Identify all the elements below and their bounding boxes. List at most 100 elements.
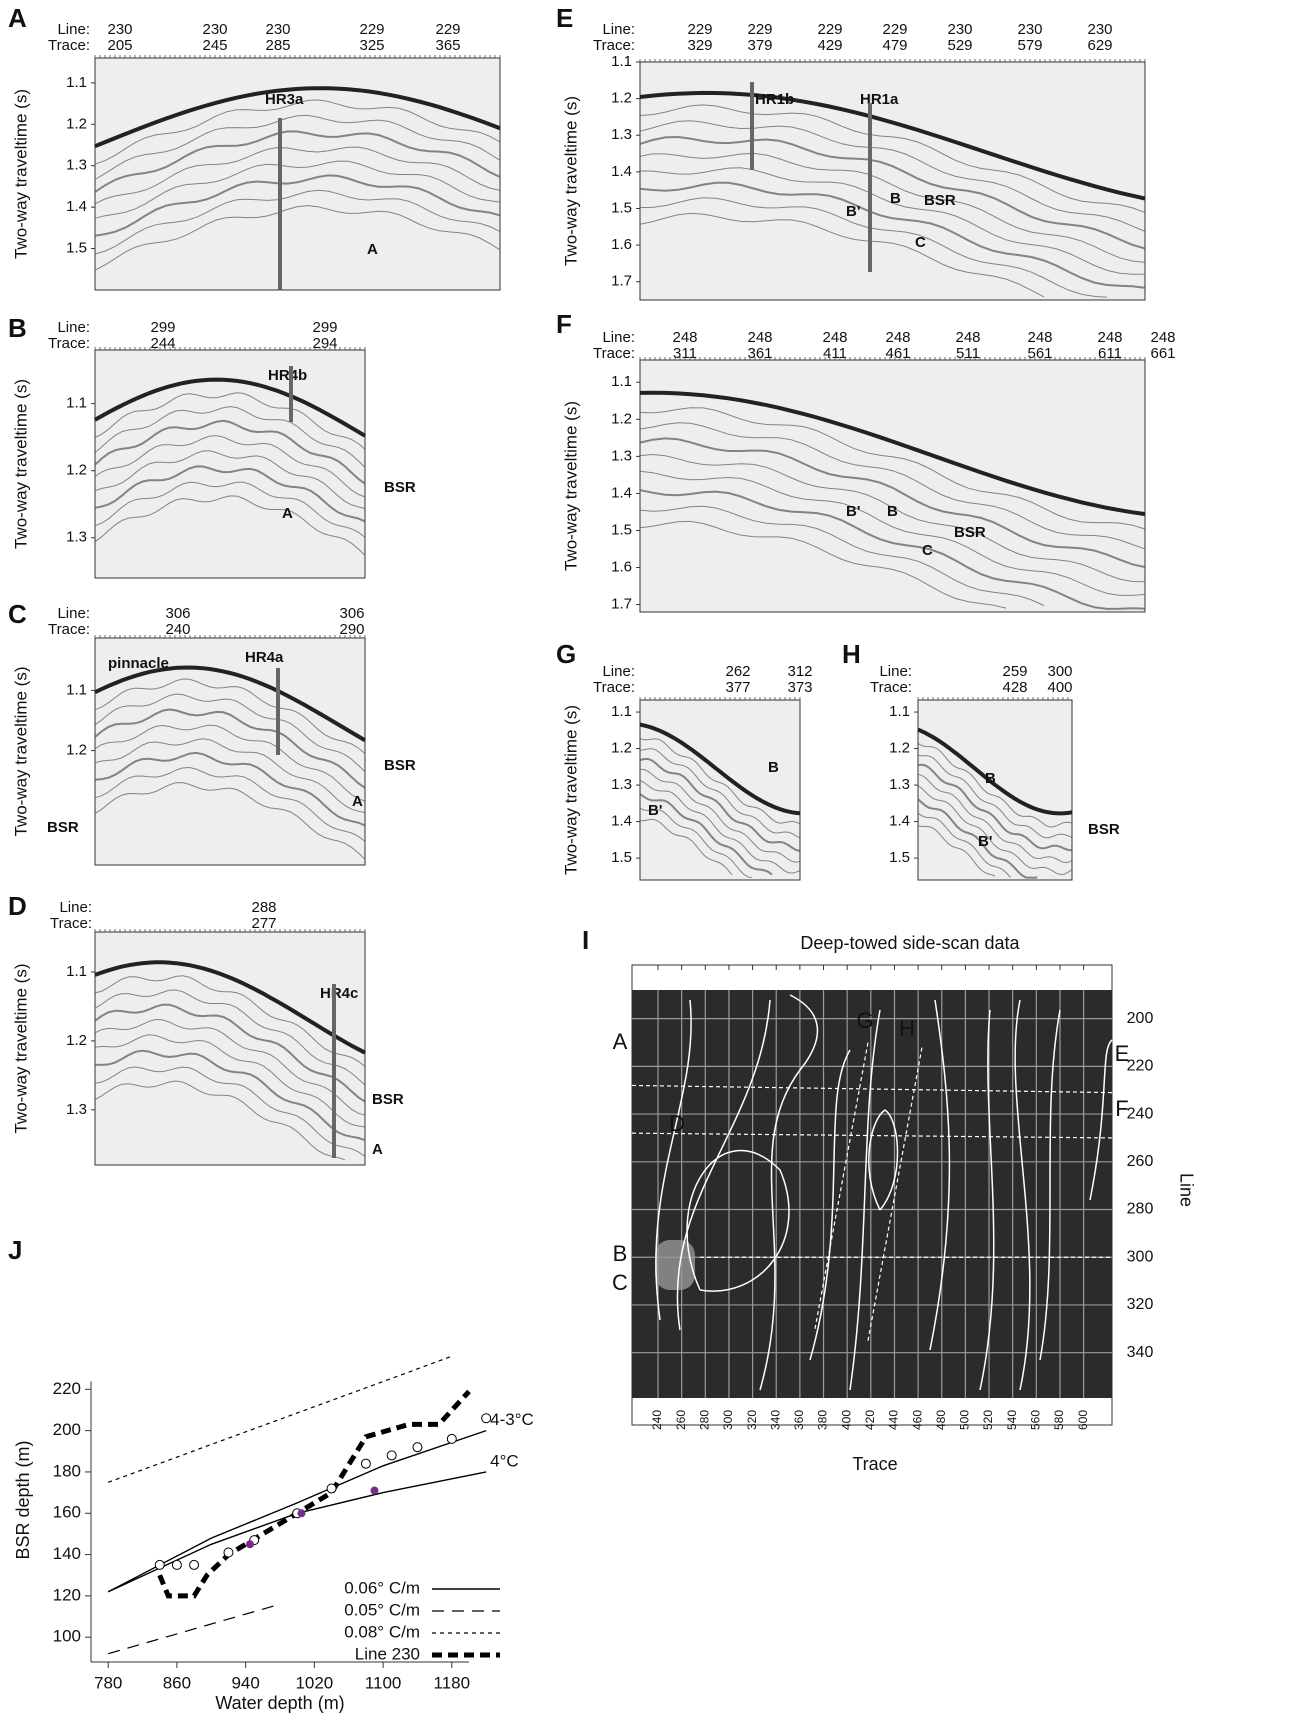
reflector — [639, 212, 1045, 298]
reflector — [94, 1034, 366, 1128]
line-number: 229 — [359, 21, 384, 38]
reflector — [639, 748, 801, 839]
reflector — [639, 181, 1146, 289]
reflector — [639, 505, 1045, 606]
y-tick-label: 1.4 — [611, 484, 632, 501]
trace-number: 461 — [885, 345, 910, 362]
reflector — [639, 167, 1146, 275]
x-tick-label: 280 — [697, 1410, 711, 1430]
trace-number: 429 — [817, 37, 842, 54]
series-end-label: 4°C — [490, 1451, 519, 1470]
panel-letter: E — [556, 3, 573, 33]
y-tick-label: 1.4 — [611, 163, 632, 180]
seismic-section — [639, 699, 801, 881]
y-tick-label: 180 — [53, 1461, 81, 1480]
x-tick-label: 860 — [163, 1673, 191, 1692]
reflector — [639, 135, 1146, 250]
line-header-label: Line: — [602, 21, 635, 38]
reflector — [94, 1049, 366, 1142]
reflector — [94, 989, 366, 1086]
y-tick-label: 220 — [1127, 1058, 1154, 1075]
annotation: B' — [978, 833, 992, 850]
series-line — [107, 1355, 453, 1483]
line-number: 299 — [150, 319, 175, 336]
line-header-label: Line: — [59, 899, 92, 916]
annotation: C — [922, 542, 933, 559]
reflector — [639, 453, 1146, 583]
side-scan-image — [632, 990, 1112, 1398]
trace-number: 311 — [673, 345, 697, 362]
y-tick-label: 1.5 — [66, 240, 87, 257]
reflector — [94, 708, 366, 789]
panel-letter: D — [8, 891, 27, 921]
annotation: C — [915, 234, 926, 251]
annotation: HR4a — [245, 649, 284, 666]
reflector — [94, 1018, 366, 1116]
reflector — [94, 766, 366, 842]
line-number: 230 — [1087, 21, 1112, 38]
x-tick-label: 480 — [934, 1410, 948, 1430]
reflector — [94, 160, 501, 219]
panel-letter: I — [582, 925, 589, 955]
data-circle — [446, 1433, 457, 1444]
reflector — [94, 406, 366, 468]
profile-track — [631, 1132, 1113, 1139]
y-tick-label: 1.3 — [611, 126, 632, 143]
profile-label: E — [1115, 1041, 1130, 1066]
line-number: 248 — [672, 329, 697, 346]
line-header-label: Line: — [602, 663, 635, 680]
seafloor-reflector — [639, 390, 1146, 517]
trace-header-label: Trace: — [48, 621, 90, 638]
reflector — [639, 437, 1146, 569]
bathymetry-contour — [655, 999, 692, 1321]
trace-number: 511 — [956, 345, 980, 362]
y-tick-label: 1.2 — [611, 90, 632, 107]
x-tick-label: 260 — [674, 1410, 688, 1430]
reflector — [94, 782, 366, 860]
line-number: 262 — [725, 663, 750, 680]
reflector — [94, 1066, 366, 1157]
y-tick-label: 1.6 — [611, 236, 632, 253]
y-tick-label: 1.2 — [611, 740, 632, 757]
y-tick-label: 1.5 — [611, 849, 632, 866]
line-number: 229 — [687, 21, 712, 38]
trace-header-label: Trace: — [593, 37, 635, 54]
annotation: B' — [846, 203, 860, 220]
trace-number: 365 — [435, 37, 460, 54]
panel-letter: J — [8, 1235, 22, 1265]
y-tick-label: 1.6 — [611, 558, 632, 575]
panel-letter: A — [8, 3, 27, 33]
seismic-section — [917, 699, 1073, 881]
trace-number: 579 — [1017, 37, 1042, 54]
annotation: B — [768, 759, 779, 776]
line-number: 229 — [435, 21, 460, 38]
x-tick-label: 380 — [816, 1410, 830, 1430]
line-header-label: Line: — [57, 21, 90, 38]
y-tick-label: 1.7 — [611, 596, 632, 613]
trace-number: 661 — [1150, 345, 1175, 362]
reflector — [94, 205, 501, 271]
y-tick-label: 1.1 — [66, 963, 87, 980]
x-tick-label: 340 — [768, 1410, 782, 1430]
y-tick-label: 1.2 — [66, 1032, 87, 1049]
reflector — [639, 104, 1146, 213]
annotation: BSR — [372, 1091, 404, 1108]
trace-number: 244 — [150, 335, 175, 352]
profile-track — [631, 1084, 1113, 1094]
line-number: 248 — [885, 329, 910, 346]
line-number: 248 — [955, 329, 980, 346]
line-header-label: Line: — [602, 329, 635, 346]
trace-header-label: Trace: — [50, 915, 92, 932]
panel-letter: H — [842, 639, 861, 669]
data-circle — [154, 1559, 165, 1570]
seep-bright-spot — [655, 1240, 695, 1290]
reflector — [94, 419, 366, 485]
trace-number: 285 — [265, 37, 290, 54]
line-number: 229 — [882, 21, 907, 38]
x-tick-label: 420 — [863, 1410, 877, 1430]
line-number: 248 — [1150, 329, 1175, 346]
reflector — [639, 520, 1007, 609]
reflector — [639, 818, 733, 876]
y-tick-label: 1.1 — [66, 681, 87, 698]
y-axis-label: Two-way traveltime (s) — [561, 96, 580, 266]
